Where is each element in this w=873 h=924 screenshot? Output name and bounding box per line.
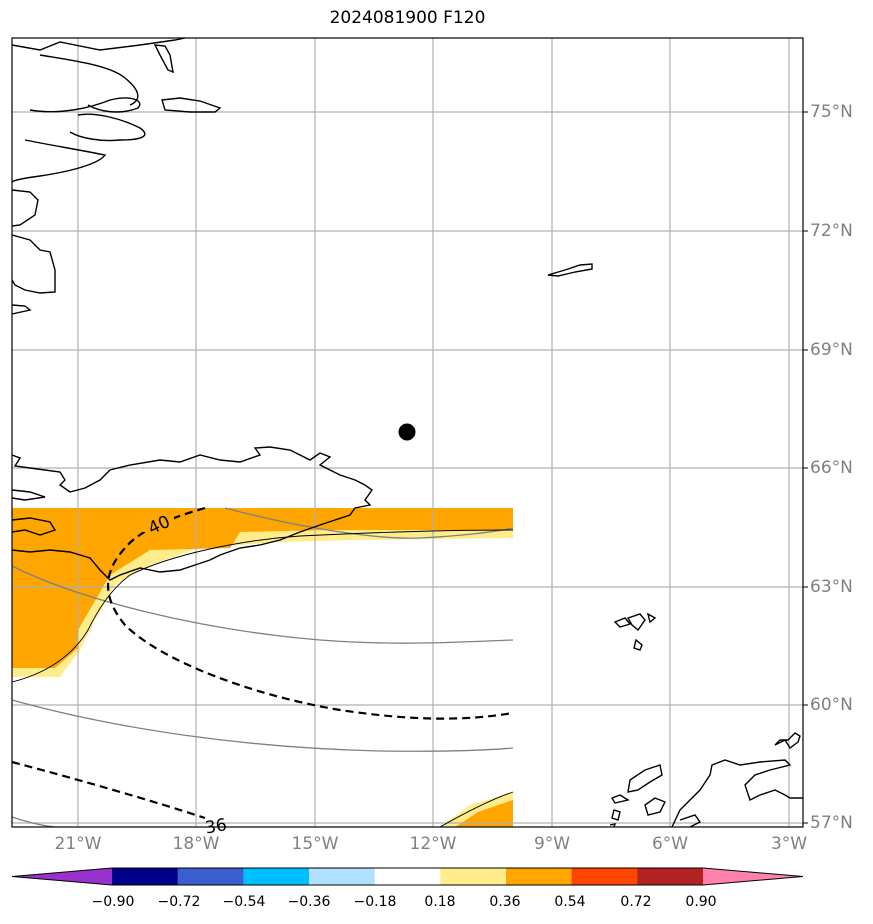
coast-norway-4	[609, 823, 617, 828]
lon-label-6w: 6°W	[651, 834, 689, 854]
colorbar-tick: −0.72	[157, 894, 201, 910]
colorbar-outline	[11, 867, 804, 886]
coast-greenland-10	[11, 517, 57, 536]
colorbar-segment	[637, 868, 704, 885]
colorbar-tick: −0.90	[91, 894, 135, 910]
contour-36	[11, 760, 206, 820]
lon-label-21w: 21°W	[54, 834, 102, 854]
coast-island-b	[161, 97, 222, 113]
contour-label-bg	[142, 510, 174, 532]
coast-norway-5	[644, 797, 666, 816]
coast-faroes-4	[646, 612, 657, 624]
lon-label-15w: 15°W	[291, 834, 339, 854]
lat-label-63: 63°N	[810, 577, 853, 597]
isoline-north	[224, 507, 514, 539]
coast-norway-3	[611, 809, 621, 821]
coast-faroes-1	[613, 617, 632, 628]
colorbar-segment	[309, 868, 376, 885]
coast-greenland-7	[11, 304, 32, 315]
coast-greenland-north	[11, 37, 186, 51]
map-frame	[11, 37, 804, 828]
colorbar-tick: 0.72	[620, 894, 652, 910]
colorbar-segment	[440, 868, 507, 885]
lat-label-72: 72°N	[810, 221, 853, 241]
coast-norway-2	[627, 764, 663, 793]
colorbar-tick: −0.36	[287, 894, 331, 910]
lat-ticks	[803, 111, 808, 824]
colorbar-extend-max	[703, 868, 803, 885]
isoline-south	[11, 699, 514, 752]
coast-norway-islands	[774, 732, 801, 750]
lon-label-3w: 3°W	[770, 834, 808, 854]
colorbar-segment	[374, 868, 441, 885]
colorbar-tick: −0.54	[222, 894, 266, 910]
lat-label-66: 66°N	[810, 458, 853, 478]
coast-greenland-6	[11, 234, 56, 294]
colorbar-extend-min	[12, 868, 112, 885]
anomaly-fill-orange	[12, 508, 513, 668]
point-marker	[398, 423, 416, 441]
colorbar-segment	[112, 868, 179, 885]
colorbar-tick: −0.18	[353, 894, 397, 910]
coast-greenland-5	[11, 189, 39, 227]
colorbar-segment	[506, 868, 573, 885]
map-title: 2024081900 F120	[329, 8, 486, 28]
colorbar-segment	[571, 868, 638, 885]
coast-island-a	[153, 44, 174, 74]
thin-contour-south	[439, 791, 514, 828]
filled-anomaly-regions	[12, 508, 513, 827]
coast-greenland-9	[11, 489, 46, 501]
gridlines	[12, 38, 803, 827]
colorbar	[11, 867, 804, 886]
coast-faroes-2	[626, 613, 646, 632]
colorbar-tick: 0.90	[685, 894, 717, 910]
gray-isolines	[11, 507, 514, 828]
coast-greenland-8	[11, 446, 373, 581]
dashed-contours	[11, 506, 514, 820]
colorbar-tick: 0.18	[424, 894, 456, 910]
colorbar-segment	[177, 868, 244, 885]
coast-norway-main	[671, 759, 803, 828]
lat-label-60: 60°N	[810, 695, 853, 715]
anomaly-fill-south-orange	[455, 800, 513, 827]
lon-label-12w: 12°W	[409, 834, 457, 854]
lon-label-9w: 9°W	[533, 834, 571, 854]
coast-greenland-1	[29, 97, 141, 113]
coast-norway-1	[610, 794, 630, 804]
thin-contour	[11, 529, 514, 683]
colorbar-tick: 0.36	[489, 894, 521, 910]
contour-40	[107, 506, 514, 720]
coast-greenland-2	[39, 54, 139, 106]
coast-faroes-3	[633, 638, 643, 651]
lon-label-18w: 18°W	[172, 834, 220, 854]
colorbar-tick: 0.54	[554, 894, 586, 910]
lat-label-69: 69°N	[810, 340, 853, 360]
coast-norway-6	[679, 814, 702, 828]
colorbar-segment	[243, 868, 310, 885]
coast-greenland-3	[69, 113, 146, 142]
coast-jan-mayen	[547, 263, 593, 277]
lat-label-57: 57°N	[810, 813, 853, 833]
lat-label-75: 75°N	[810, 102, 853, 122]
coast-greenland-4	[11, 139, 107, 183]
coastlines	[11, 37, 803, 828]
isoline-mid	[11, 565, 514, 644]
